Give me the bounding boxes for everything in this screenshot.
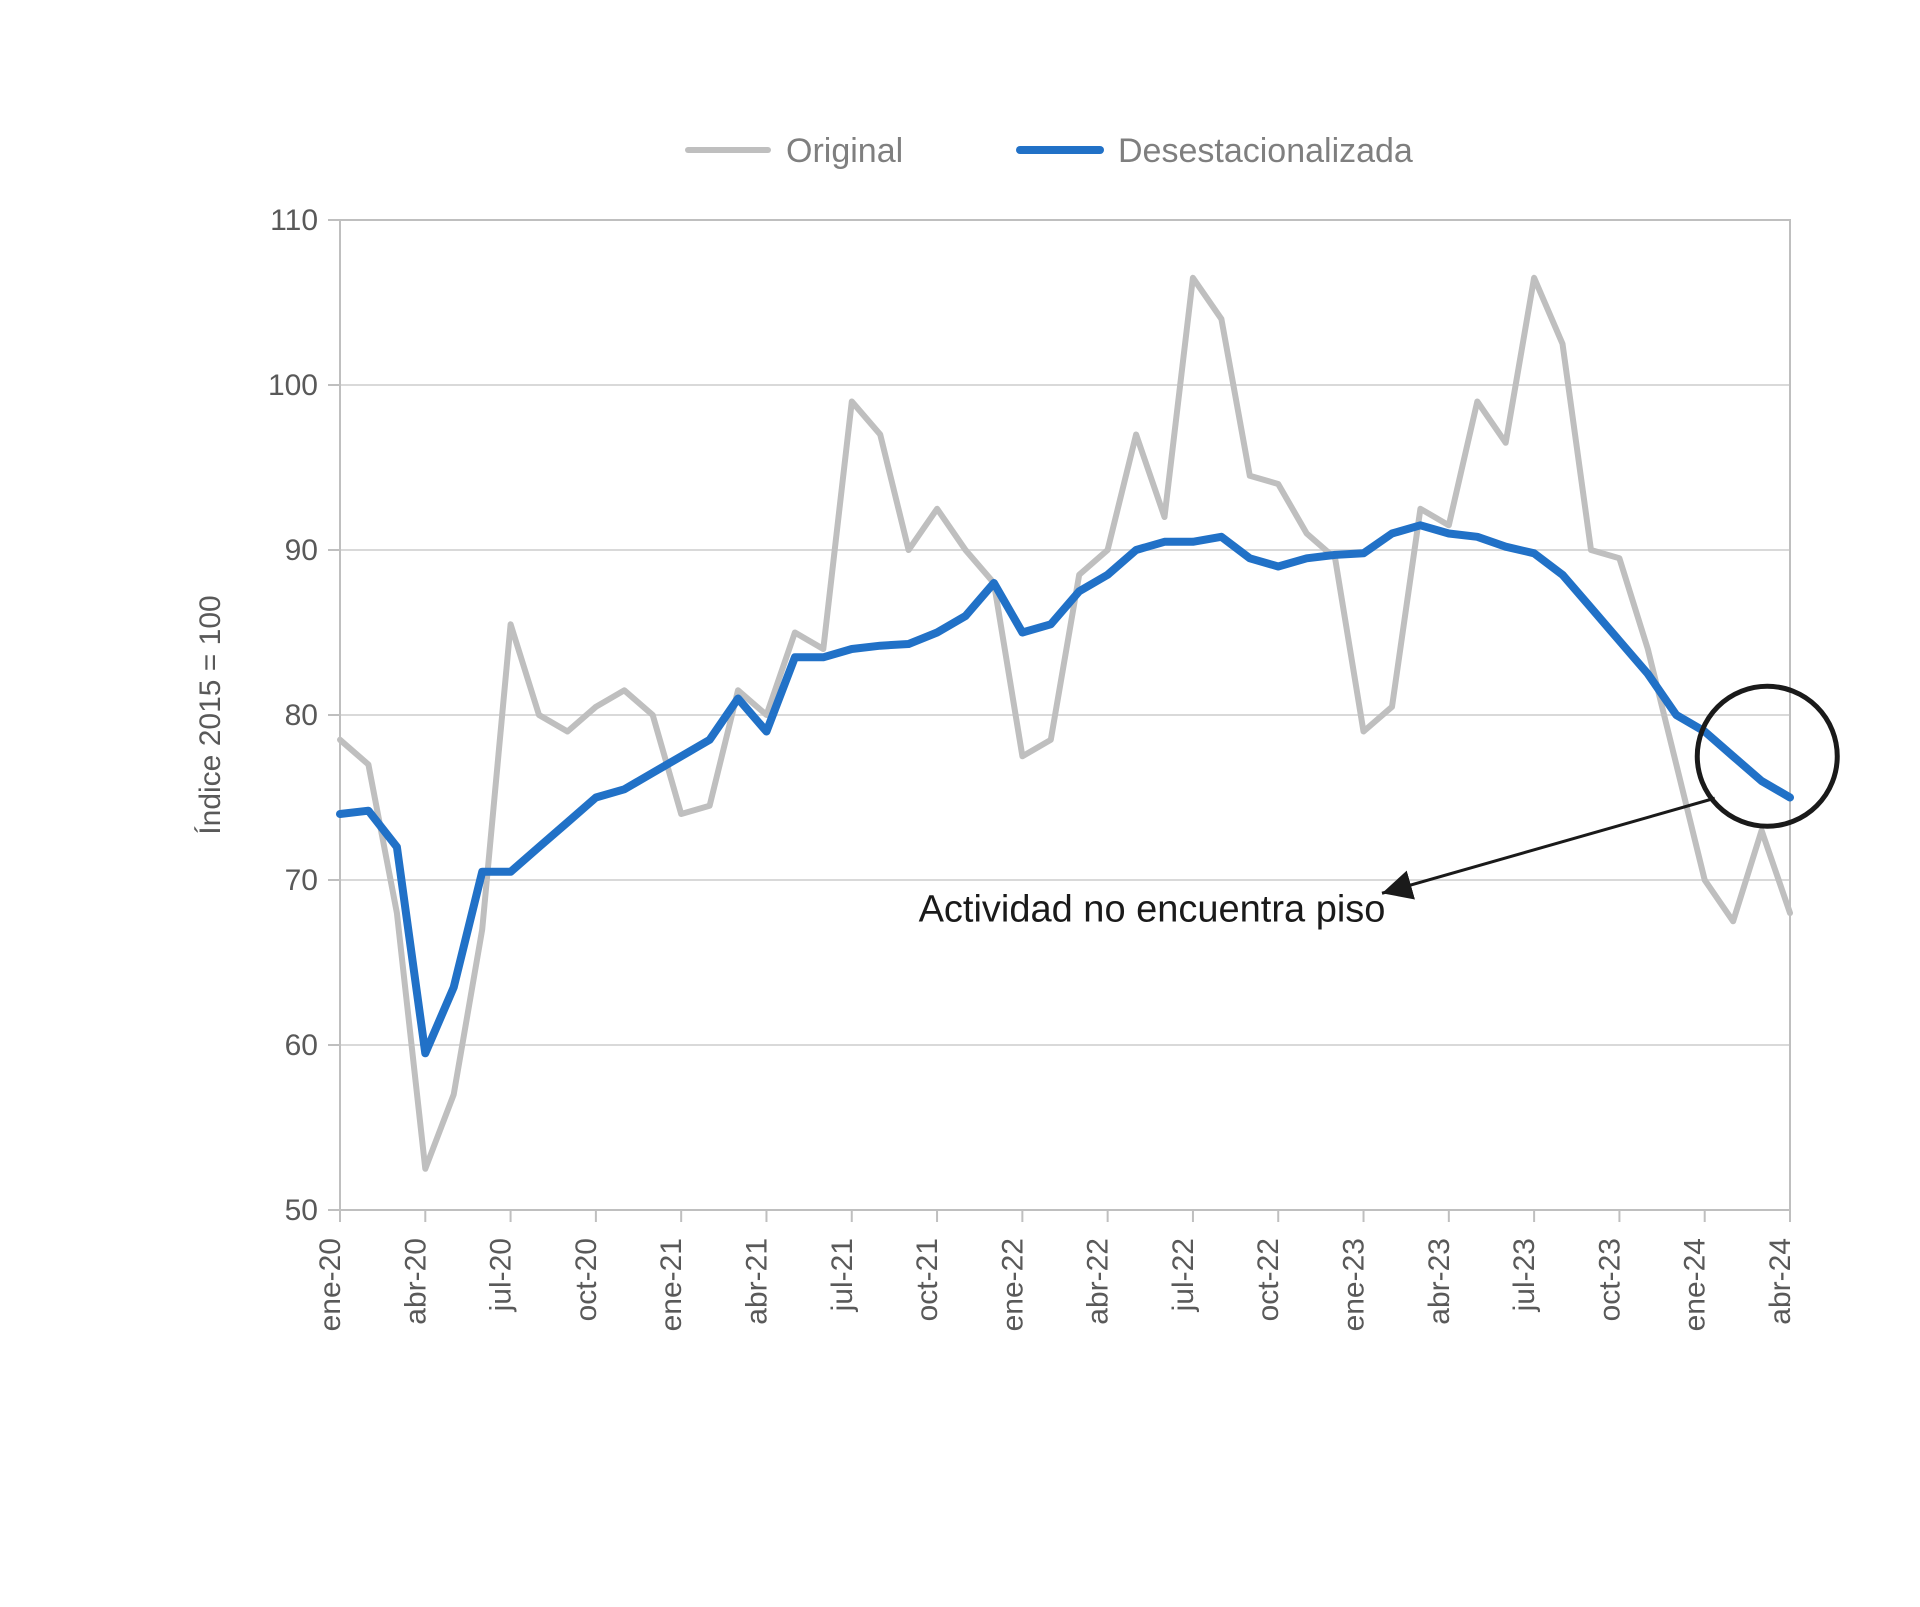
x-tick-label: ene-21 xyxy=(655,1238,688,1331)
x-tick-label: oct-22 xyxy=(1252,1238,1285,1321)
annotation-text: Actividad no encuentra piso xyxy=(919,888,1386,930)
y-axis-title: Índice 2015 = 100 xyxy=(194,595,227,834)
y-tick-label: 110 xyxy=(270,204,318,237)
x-tick-label: ene-20 xyxy=(314,1238,347,1331)
legend-label: Desestacionalizada xyxy=(1118,132,1413,170)
x-tick-label: abr-24 xyxy=(1764,1238,1797,1325)
y-tick-label: 100 xyxy=(268,369,318,402)
y-tick-label: 50 xyxy=(285,1194,318,1227)
x-tick-label: ene-22 xyxy=(996,1238,1029,1331)
y-tick-label: 60 xyxy=(285,1029,318,1062)
x-tick-label: jul-20 xyxy=(485,1238,518,1312)
x-tick-label: jul-23 xyxy=(1508,1238,1541,1312)
x-tick-label: abr-22 xyxy=(1082,1238,1115,1325)
legend-label: Original xyxy=(786,132,903,170)
x-tick-label: oct-23 xyxy=(1593,1238,1626,1321)
x-tick-label: ene-24 xyxy=(1679,1238,1712,1331)
activity-index-chart: 50 60 70 80 90 100 110 ene-20 abr-20 jul-20 oct-20… xyxy=(0,0,1920,1607)
y-tick-label: 80 xyxy=(285,699,318,732)
x-tick-label: oct-21 xyxy=(911,1238,944,1321)
y-tick-label: 90 xyxy=(285,534,318,567)
x-tick-label: ene-23 xyxy=(1338,1238,1371,1331)
y-tick-label: 70 xyxy=(285,864,318,897)
x-tick-label: abr-23 xyxy=(1423,1238,1456,1325)
x-tick-label: oct-20 xyxy=(570,1238,603,1321)
x-tick-label: jul-21 xyxy=(826,1238,859,1312)
x-tick-label: abr-20 xyxy=(399,1238,432,1325)
x-tick-label: jul-22 xyxy=(1167,1238,1200,1312)
x-tick-label: abr-21 xyxy=(740,1238,773,1325)
